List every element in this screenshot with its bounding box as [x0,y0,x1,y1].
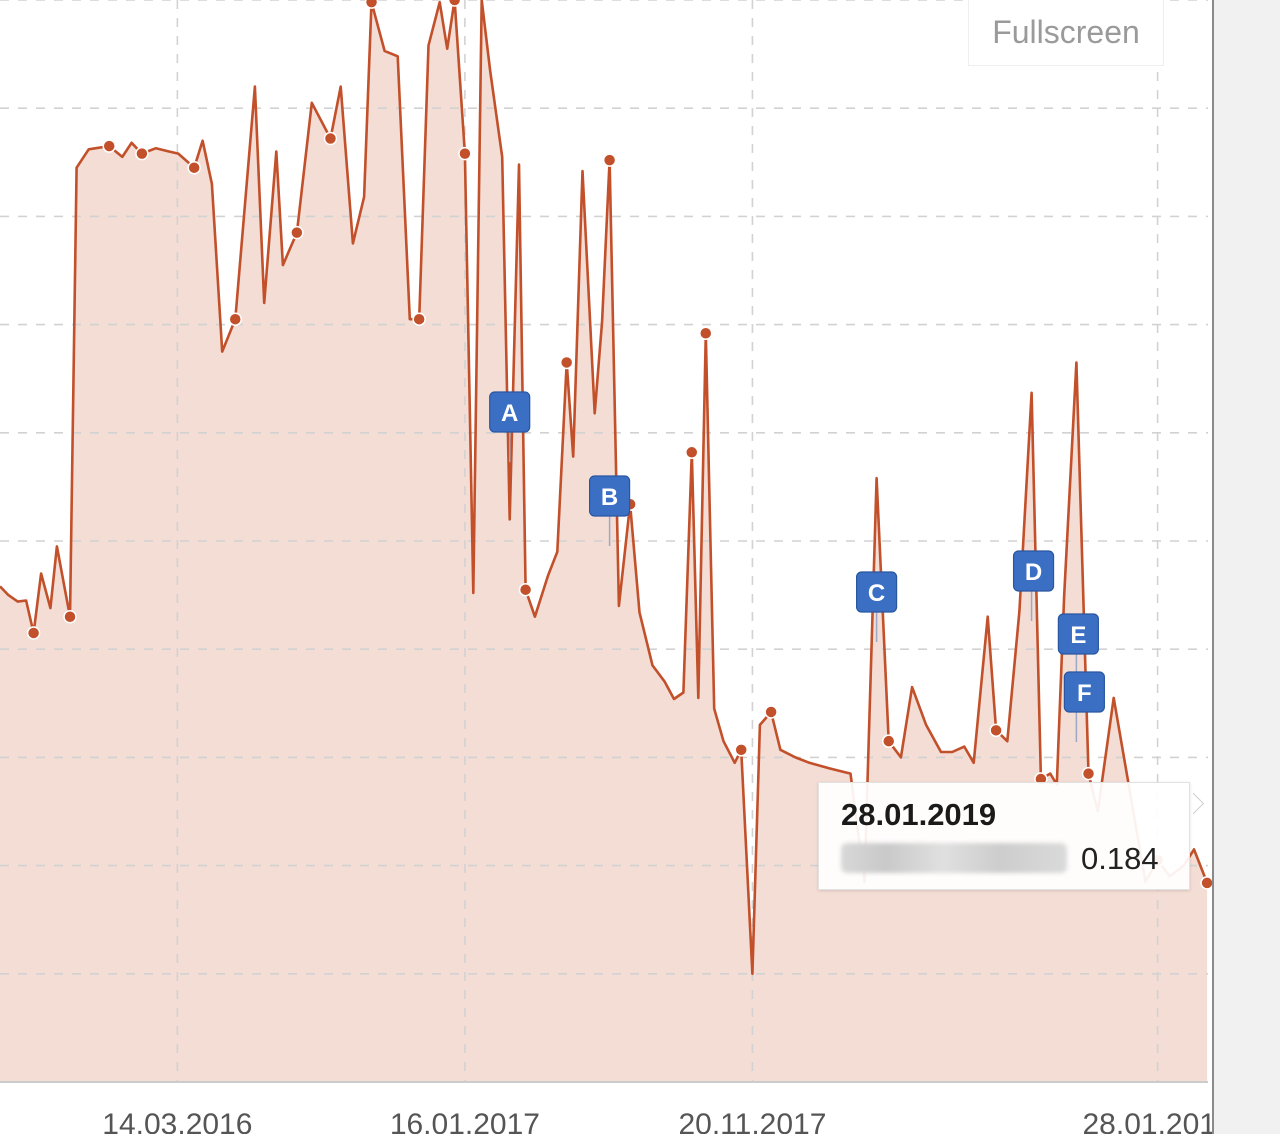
data-point [458,146,472,161]
flag-label: A [501,400,518,427]
grid [0,0,1208,1082]
tooltip-value: 0.184 [1081,841,1159,876]
flag-c[interactable]: C [855,571,898,642]
flag-box [1057,613,1099,655]
data-point [26,626,41,640]
data-point [135,146,149,161]
data-point [63,609,77,624]
flag-box [855,571,898,613]
flag-label: C [868,580,885,607]
flag-label: E [1070,622,1086,649]
flag-box [589,475,631,517]
flag-box [1063,671,1105,713]
x-tick-label: 16.01.2017 [390,1108,540,1134]
right-side-panel [1212,0,1280,1134]
flag-label: B [601,484,618,511]
data-point [734,743,748,757]
flag-box [1012,550,1055,592]
flag-f[interactable]: F [1063,671,1105,742]
flag-a[interactable]: A [489,391,531,462]
fullscreen-button[interactable]: Fullscreen [968,0,1164,66]
data-point [989,723,1003,738]
data-point [1081,766,1096,781]
data-point [187,160,201,175]
series-line [0,0,1209,976]
data-point [102,139,116,153]
data-point [699,326,713,341]
data-point [559,355,574,370]
data-point [412,312,426,326]
data-point [764,705,778,719]
tooltip-redacted-series-name [841,843,1067,873]
flag-d[interactable]: D [1012,550,1055,621]
x-tick-label: 14.03.2016 [102,1108,252,1134]
flag-b[interactable]: B [589,475,631,546]
x-tick-label: 20.11.2017 [678,1108,826,1134]
flag-label: F [1077,680,1092,707]
flag-label: D [1025,559,1042,586]
data-point [881,734,896,748]
data-point [290,225,304,240]
data-point [323,131,338,146]
data-point [364,0,379,9]
tooltip-date: 28.01.2019 [841,797,997,832]
tooltip: 28.01.2019 0.184 [818,782,1190,890]
flags: A B C D E F [489,391,1105,742]
markers [26,0,1214,890]
flag-box [489,391,531,433]
data-point [447,0,462,7]
data-point [602,153,617,167]
data-point [518,582,533,597]
data-point [685,445,699,460]
data-point [228,312,243,326]
x-tick-label: 28.01.2019 [1083,1108,1233,1134]
